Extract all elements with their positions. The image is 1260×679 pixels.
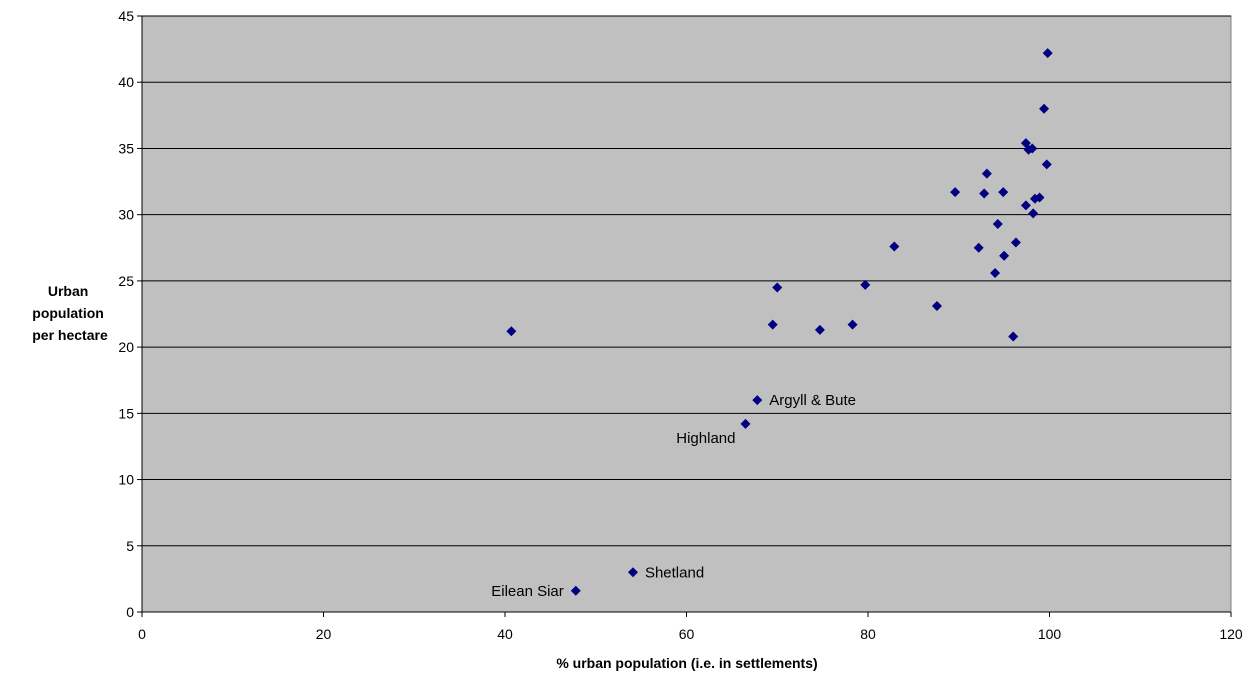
y-tick-label-30: 30: [118, 207, 134, 223]
data-point: [814, 324, 825, 335]
data-point: [1039, 103, 1050, 114]
data-point: [860, 279, 871, 290]
y-tick-label-0: 0: [126, 604, 134, 620]
data-point: [1042, 48, 1053, 59]
data-point: [627, 567, 638, 578]
annotation-label: Argyll & Bute: [769, 392, 856, 409]
y-tick-label-45: 45: [118, 8, 134, 24]
data-point: [990, 267, 1001, 278]
data-point: [950, 187, 961, 198]
data-point: [1008, 331, 1019, 342]
annotation-label: Eilean Siar: [491, 583, 564, 600]
data-point: [1027, 143, 1038, 154]
data-point: [847, 319, 858, 330]
y-axis-title-line-3: per hectare: [32, 327, 108, 343]
gridlines: [142, 15, 1231, 547]
data-point: [999, 250, 1010, 261]
x-axis-title: % urban population (i.e. in settlements): [556, 655, 817, 671]
y-tick-label-5: 5: [126, 538, 134, 554]
data-point: [767, 319, 778, 330]
x-tick-label-20: 20: [316, 626, 332, 642]
plot-area: [141, 15, 1232, 613]
data-point: [973, 242, 984, 253]
data-point: [1028, 208, 1039, 219]
x-tick-labels: 0 20 40 60 80 100 120: [138, 626, 1243, 642]
x-tick-label-100: 100: [1038, 626, 1062, 642]
data-point: [998, 187, 1009, 198]
y-axis-title-line-2: population: [32, 305, 104, 321]
data-point: [772, 282, 783, 293]
data-point: [740, 418, 751, 429]
x-tick-label-80: 80: [860, 626, 876, 642]
y-tick-label-15: 15: [118, 405, 134, 421]
annotation-label: Shetland: [645, 564, 704, 581]
data-point: [931, 301, 942, 312]
annotation-label: Highland: [676, 430, 735, 447]
data-point: [506, 326, 517, 337]
data-point: [979, 188, 990, 199]
x-tick-label-120: 120: [1219, 626, 1243, 642]
data-point: [752, 395, 763, 406]
data-point: [981, 168, 992, 179]
x-tick-label-0: 0: [138, 626, 146, 642]
y-tick-label-20: 20: [118, 339, 134, 355]
data-point: [1041, 159, 1052, 170]
x-tick-label-60: 60: [679, 626, 695, 642]
data-point: [1020, 200, 1031, 211]
y-tick-labels: 0 5 10 15 20 25 30 35 40 45: [118, 8, 134, 620]
data-point: [1034, 192, 1045, 203]
data-point: [570, 585, 581, 596]
y-tick-label-35: 35: [118, 140, 134, 156]
point-annotations: Argyll & Bute Highland Shetland Eilean Siar: [491, 392, 856, 600]
y-axis-title-line-1: Urban: [48, 283, 88, 299]
y-tick-label-40: 40: [118, 74, 134, 90]
data-point: [1010, 237, 1021, 248]
y-tick-label-25: 25: [118, 273, 134, 289]
y-axis-title: Urban population per hectare: [32, 283, 108, 343]
y-tick-label-10: 10: [118, 472, 134, 488]
axes: [137, 15, 1232, 617]
data-point: [992, 218, 1003, 229]
data-points: [506, 48, 1053, 596]
x-tick-label-40: 40: [497, 626, 513, 642]
data-point: [889, 241, 900, 252]
